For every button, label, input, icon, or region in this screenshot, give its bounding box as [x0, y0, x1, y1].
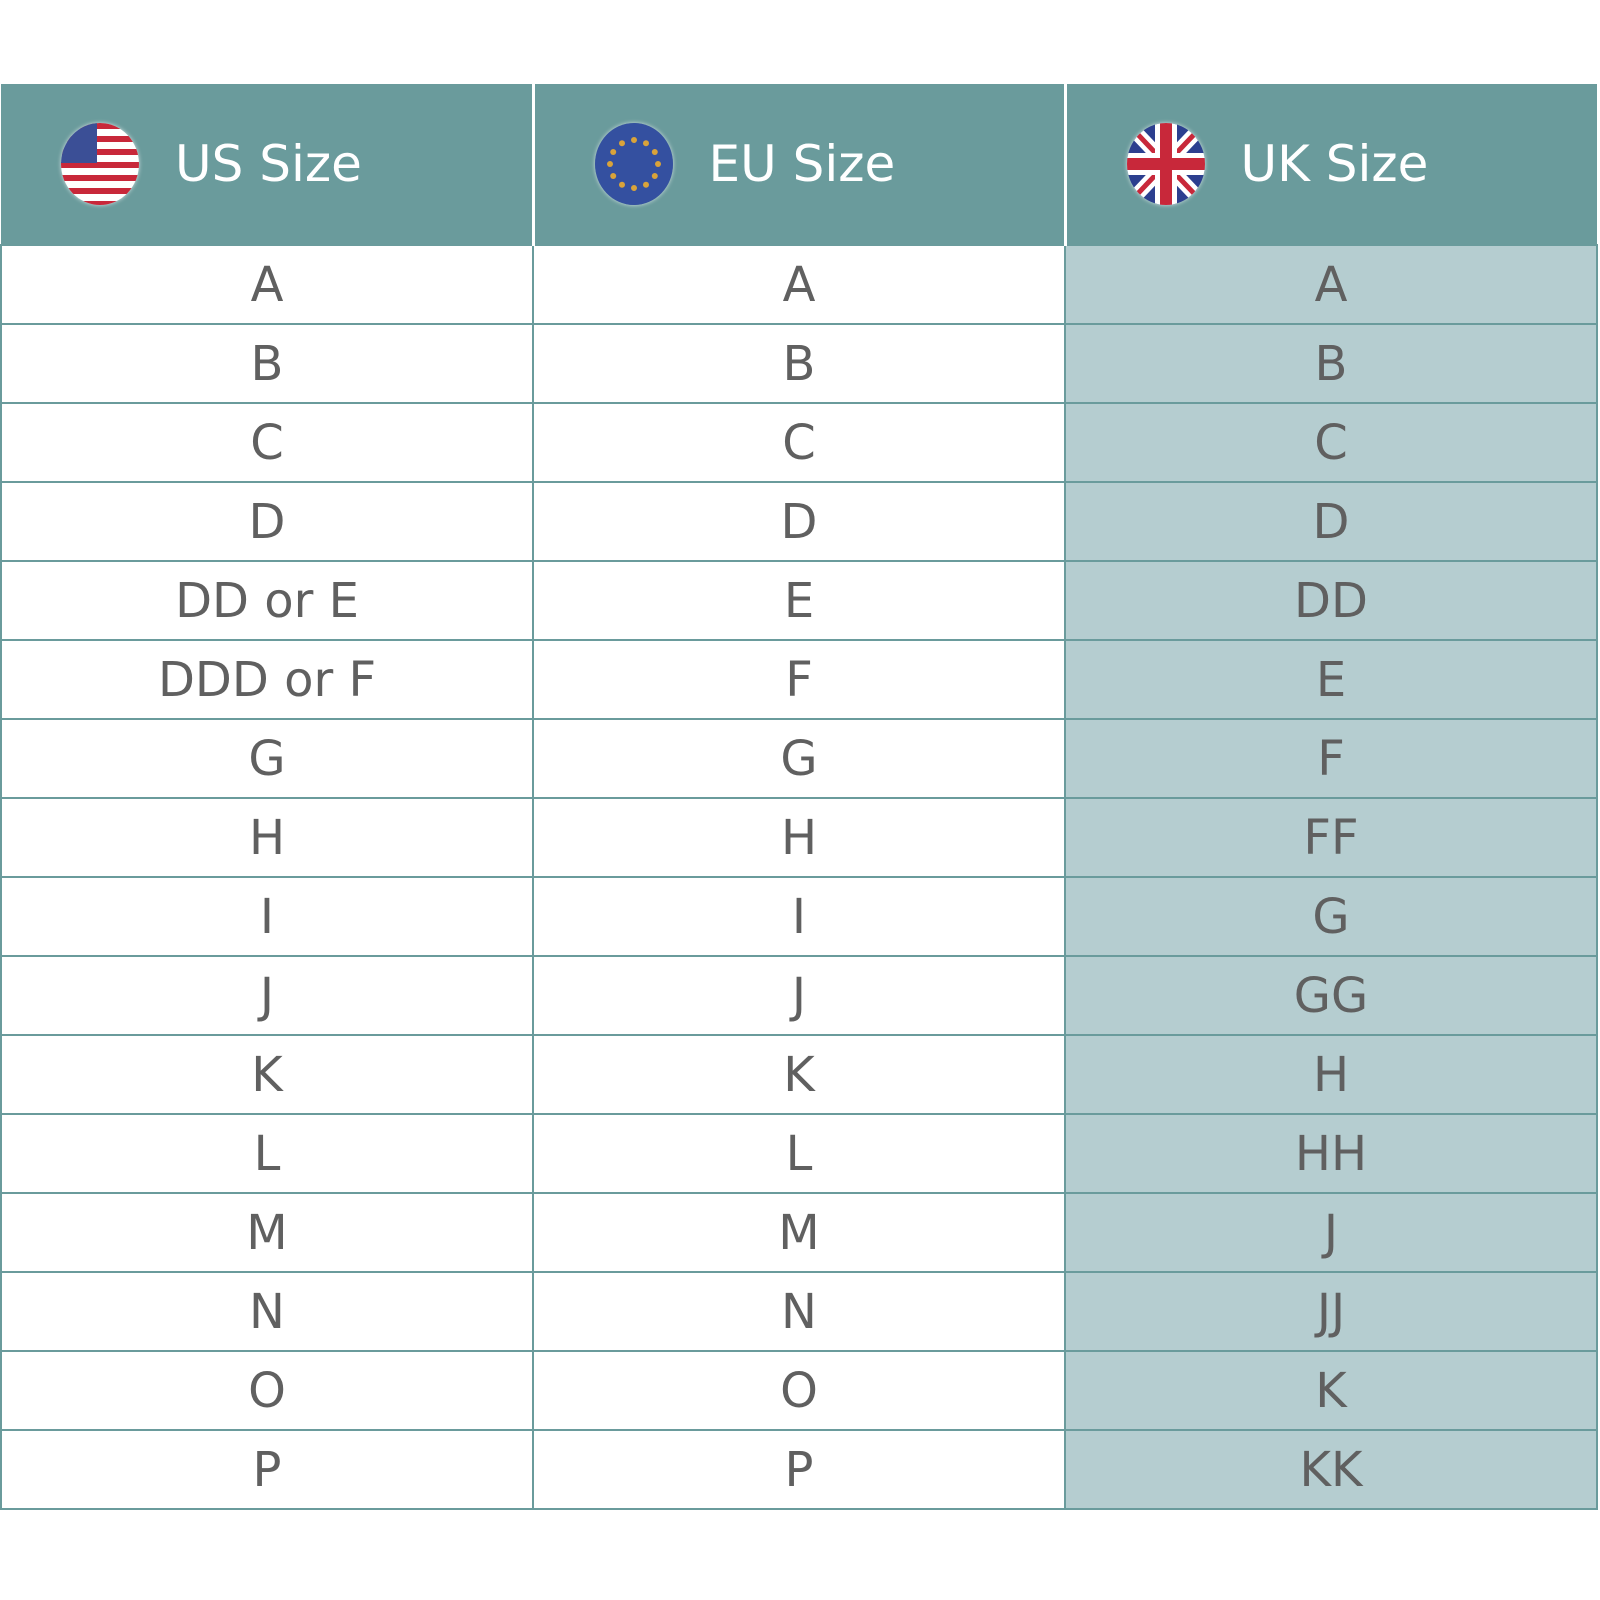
us-size-cell: B [0, 323, 534, 404]
eu-size-header: EU Size [531, 84, 1065, 245]
eu-size-cell: H [532, 797, 1066, 878]
us-size-header: US Size [1, 84, 533, 245]
uk-flag-icon [1126, 123, 1205, 205]
eu-size-cell: P [532, 1429, 1066, 1510]
eu-size-cell: B [532, 323, 1066, 404]
us-size-cell: N [0, 1271, 534, 1352]
uk-size-cell: B [1064, 323, 1598, 404]
us-size-cell: P [0, 1429, 534, 1510]
uk-size-cell: GG [1064, 955, 1598, 1036]
us-size-label: US Size [175, 135, 362, 193]
table-row: N N JJ [0, 1271, 1598, 1352]
us-flag-icon [61, 123, 139, 205]
table-row: P P KK [0, 1429, 1598, 1510]
eu-flag-icon [594, 123, 673, 205]
header-row: US Size EU Size UK Size [1, 84, 1597, 245]
us-size-cell: L [0, 1113, 534, 1194]
eu-size-cell: J [532, 955, 1066, 1036]
uk-size-header: UK Size [1063, 84, 1597, 245]
uk-size-cell: DD [1064, 560, 1598, 641]
uk-size-cell: K [1064, 1350, 1598, 1431]
us-size-cell: M [0, 1192, 534, 1273]
us-size-cell: D [0, 481, 534, 562]
eu-size-cell: O [532, 1350, 1066, 1431]
us-size-cell: K [0, 1034, 534, 1115]
uk-size-cell: D [1064, 481, 1598, 562]
table-row: J J GG [0, 955, 1598, 1036]
us-size-cell: C [0, 402, 534, 483]
eu-size-cell: C [532, 402, 1066, 483]
uk-size-cell: A [1064, 244, 1598, 325]
eu-size-cell: K [532, 1034, 1066, 1115]
eu-size-cell: G [532, 718, 1066, 799]
uk-size-cell: H [1064, 1034, 1598, 1115]
eu-size-cell: A [532, 244, 1066, 325]
uk-size-cell: JJ [1064, 1271, 1598, 1352]
us-size-cell: G [0, 718, 534, 799]
uk-size-cell: KK [1064, 1429, 1598, 1510]
us-size-cell: H [0, 797, 534, 878]
eu-size-cell: I [532, 876, 1066, 957]
us-size-cell: I [0, 876, 534, 957]
eu-size-cell: F [532, 639, 1066, 720]
us-size-cell: DDD or F [0, 639, 534, 720]
eu-size-cell: E [532, 560, 1066, 641]
table-row: L L HH [0, 1113, 1598, 1194]
uk-size-cell: J [1064, 1192, 1598, 1273]
us-size-cell: DD or E [0, 560, 534, 641]
uk-size-cell: F [1064, 718, 1598, 799]
us-size-cell: A [0, 244, 534, 325]
eu-size-cell: N [532, 1271, 1066, 1352]
eu-size-cell: D [532, 481, 1066, 562]
uk-size-cell: G [1064, 876, 1598, 957]
eu-size-cell: L [532, 1113, 1066, 1194]
us-size-cell: O [0, 1350, 534, 1431]
uk-size-cell: E [1064, 639, 1598, 720]
uk-size-cell: FF [1064, 797, 1598, 878]
uk-size-cell: C [1064, 402, 1598, 483]
us-size-cell: J [0, 955, 534, 1036]
eu-size-cell: M [532, 1192, 1066, 1273]
eu-size-label: EU Size [708, 135, 896, 193]
table-row: DD or E E DD [0, 560, 1598, 641]
table-row: H H FF [0, 797, 1598, 878]
uk-size-cell: HH [1064, 1113, 1598, 1194]
uk-size-label: UK Size [1240, 135, 1429, 193]
